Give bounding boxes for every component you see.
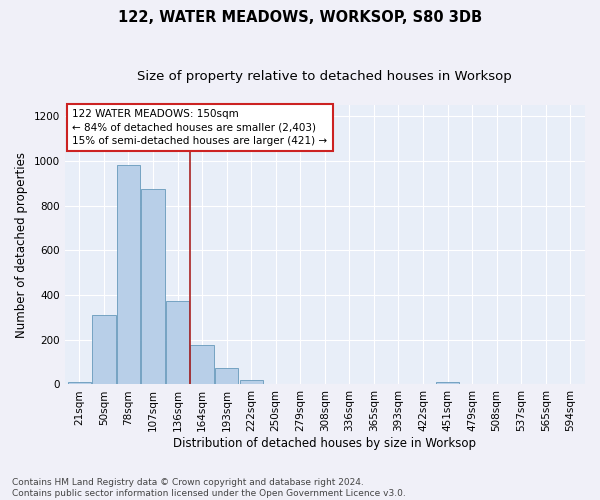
Bar xyxy=(117,166,140,384)
Title: Size of property relative to detached houses in Worksop: Size of property relative to detached ho… xyxy=(137,70,512,83)
Bar xyxy=(190,346,214,385)
Bar xyxy=(92,315,116,384)
Text: 122 WATER MEADOWS: 150sqm
← 84% of detached houses are smaller (2,403)
15% of se: 122 WATER MEADOWS: 150sqm ← 84% of detac… xyxy=(73,109,328,146)
Bar xyxy=(166,300,189,384)
Bar xyxy=(239,380,263,384)
Bar xyxy=(215,368,238,384)
Y-axis label: Number of detached properties: Number of detached properties xyxy=(15,152,28,338)
Text: Contains HM Land Registry data © Crown copyright and database right 2024.
Contai: Contains HM Land Registry data © Crown c… xyxy=(12,478,406,498)
X-axis label: Distribution of detached houses by size in Worksop: Distribution of detached houses by size … xyxy=(173,437,476,450)
Bar xyxy=(68,382,91,384)
Bar xyxy=(436,382,459,384)
Bar xyxy=(142,189,164,384)
Text: 122, WATER MEADOWS, WORKSOP, S80 3DB: 122, WATER MEADOWS, WORKSOP, S80 3DB xyxy=(118,10,482,25)
